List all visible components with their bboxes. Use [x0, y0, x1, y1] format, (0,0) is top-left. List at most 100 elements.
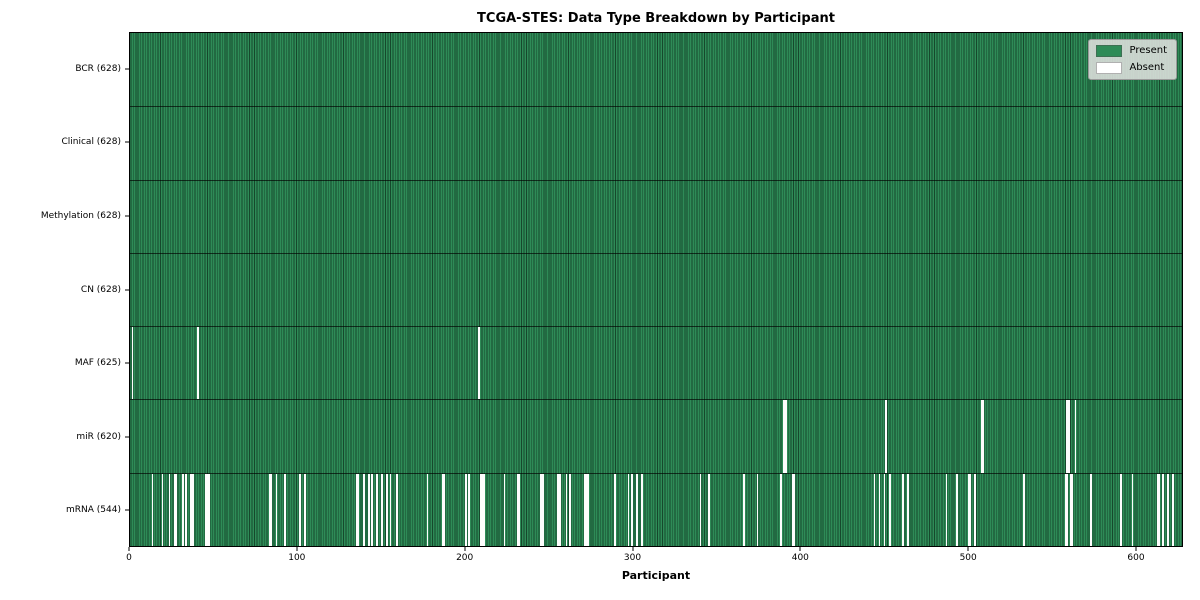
absent-stripe-mRNA-246 [542, 473, 544, 546]
absent-stripe-miR-508 [980, 400, 983, 473]
absent-stripe-mRNA-299 [630, 473, 633, 546]
absent-stripe-mRNA-92 [284, 473, 286, 546]
absent-stripe-mRNA-273 [587, 473, 589, 546]
absent-stripe-mRNA-159 [396, 473, 399, 546]
x-axis-ticks: 0 100 200 300 400 500 600 [126, 547, 1183, 569]
legend-item-absent: Absent [1096, 62, 1167, 74]
absent-stripe-mRNA-245 [540, 473, 543, 546]
absent-stripe-mRNA-47 [208, 473, 211, 546]
absent-stripe-miR-564 [1074, 400, 1077, 473]
absent-stripe-miR-559 [1066, 400, 1069, 473]
ytick-mark-BCR [125, 68, 129, 70]
ytick-mark-CN [125, 289, 129, 290]
legend-label-present: Present [1129, 45, 1167, 56]
chart-title: TCGA-STES: Data Type Breakdown by Partic… [477, 11, 835, 26]
absent-stripe-mRNA-487 [945, 473, 948, 546]
absent-stripe-mRNA-533 [1022, 473, 1025, 546]
absent-stripe-mRNA-501 [969, 473, 971, 546]
xtick-label-100: 100 [288, 553, 306, 563]
absent-stripe-mRNA-187 [443, 473, 445, 546]
absent-stripe-mRNA-223 [503, 473, 506, 546]
absent-stripe-mRNA-464 [907, 473, 909, 546]
xtick-mark-500 [967, 547, 969, 551]
absent-stripe-mRNA-135 [356, 473, 358, 546]
legend-swatch-present [1096, 45, 1123, 57]
absent-stripe-MAF-208 [478, 327, 481, 400]
absent-stripe-mRNA-26 [173, 473, 176, 546]
absent-stripe-mRNA-104 [304, 473, 306, 546]
absent-stripe-mRNA-305 [640, 473, 643, 546]
absent-stripe-mRNA-613 [1156, 473, 1159, 546]
xtick-label-600: 600 [1127, 553, 1145, 563]
absent-stripe-mRNA-45 [205, 473, 208, 546]
absent-stripe-mRNA-31 [181, 473, 184, 546]
absent-stripe-mRNA-142 [367, 473, 370, 546]
xtick-mark-0 [128, 547, 130, 551]
absent-stripe-mRNA-256 [558, 473, 561, 546]
absent-stripe-mRNA-37 [191, 473, 194, 546]
absent-stripe-mRNA-46 [207, 473, 209, 546]
absent-stripe-mRNA-450 [883, 473, 886, 546]
absent-stripe-mRNA-150 [381, 473, 383, 546]
absent-stripe-mRNA-272 [585, 473, 588, 546]
absent-stripe-MAF-40 [197, 327, 199, 400]
absent-stripe-mRNA-504 [974, 473, 976, 546]
ytick-mark-mRNA [125, 509, 129, 511]
absent-stripe-mRNA-374 [756, 473, 759, 546]
absent-stripe-mRNA-177 [426, 473, 429, 546]
absent-stripe-mRNA-395 [791, 473, 794, 546]
y-axis-ticks: BCR (628) Clinical (628) Methylation (628)… [0, 32, 129, 547]
legend-item-present: Present [1096, 45, 1167, 57]
x-axis-label: Participant [621, 569, 691, 582]
absent-stripe-mRNA-461 [902, 473, 904, 546]
absent-stripe-mRNA-101 [299, 473, 301, 546]
row-CN [130, 252, 1182, 327]
xtick-label-0: 0 [126, 553, 132, 563]
absent-stripe-mRNA-345 [707, 473, 710, 546]
row-miR [130, 399, 1182, 473]
ytick-label-Clinical: Clinical (628) [61, 137, 121, 148]
absent-stripe-mRNA-396 [793, 473, 796, 546]
absent-stripe-mRNA-388 [779, 473, 782, 546]
absent-stripe-mRNA-136 [357, 473, 360, 546]
absent-stripe-mRNA-13 [151, 473, 154, 546]
absent-stripe-mRNA-562 [1071, 473, 1074, 546]
ytick-mark-Clinical [125, 141, 129, 143]
absent-stripe-mRNA-616 [1161, 473, 1164, 546]
absent-stripe-mRNA-211 [483, 473, 486, 546]
row-mRNA [130, 472, 1182, 546]
absent-stripe-miR-391 [784, 400, 787, 473]
absent-stripe-mRNA-84 [270, 473, 273, 546]
absent-stripe-mRNA-147 [376, 473, 378, 546]
absent-stripe-mRNA-622 [1171, 473, 1174, 546]
ytick-label-mRNA: mRNA (544) [66, 505, 121, 516]
xtick-label-400: 400 [791, 553, 809, 563]
absent-stripe-mRNA-200 [465, 473, 467, 546]
absent-stripe-mRNA-83 [269, 473, 271, 546]
absent-stripe-mRNA-153 [386, 473, 388, 546]
xtick-mark-200 [464, 547, 466, 551]
row-Methylation [130, 179, 1182, 253]
xtick-label-500: 500 [959, 553, 977, 563]
ytick-label-CN: CN (628) [80, 284, 121, 295]
row-MAF [130, 326, 1182, 400]
absent-stripe-miR-509 [982, 400, 985, 473]
absent-stripe-mRNA-302 [635, 473, 638, 546]
absent-stripe-mRNA-19 [161, 473, 164, 546]
absent-stripe-mRNA-232 [518, 473, 521, 546]
absent-stripe-mRNA-139 [362, 473, 365, 546]
absent-stripe-mRNA-619 [1166, 473, 1169, 546]
absent-stripe-mRNA-289 [614, 473, 616, 546]
ytick-label-miR: miR (620) [76, 431, 121, 442]
xtick-mark-100 [296, 547, 298, 551]
absent-stripe-mRNA-260 [565, 473, 568, 546]
absent-stripe-mRNA-558 [1064, 473, 1067, 546]
ytick-label-MAF: MAF (625) [74, 358, 121, 369]
absent-stripe-mRNA-297 [627, 473, 630, 546]
absent-stripe-mRNA-591 [1120, 473, 1122, 546]
legend-label-absent: Absent [1129, 62, 1165, 73]
absent-stripe-mRNA-186 [441, 473, 444, 546]
absent-stripe-mRNA-33 [185, 473, 187, 546]
absent-stripe-mRNA-444 [873, 473, 876, 546]
